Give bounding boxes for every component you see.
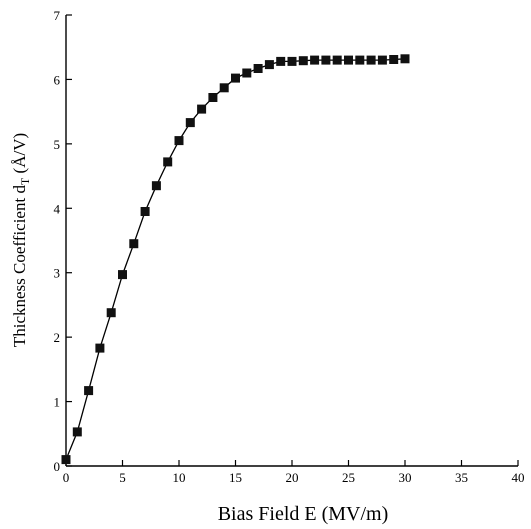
data-point-15 <box>231 73 240 83</box>
x-tick-label-4: 20 <box>286 470 299 485</box>
x-tick-label-2: 10 <box>173 470 186 485</box>
data-point-28 <box>377 55 387 65</box>
data-point-9 <box>163 157 173 167</box>
data-point-23 <box>321 55 331 65</box>
y-tick-label-5: 5 <box>54 137 61 152</box>
y-ticks: 0 1 2 3 4 5 6 7 <box>54 8 72 474</box>
x-ticks: 0 5 10 15 20 25 30 35 40 <box>63 460 525 485</box>
x-tick-label-3: 15 <box>229 470 242 485</box>
data-point-5 <box>118 270 127 280</box>
data-point-25 <box>344 55 353 65</box>
data-point-0 <box>61 455 71 465</box>
data-point-7 <box>140 207 150 216</box>
x-tick-label-7: 35 <box>455 470 468 485</box>
x-tick-label-8: 40 <box>512 470 525 485</box>
y-axis-title-subscript: T <box>18 177 32 185</box>
data-point-20 <box>287 56 297 66</box>
x-axis-title: Bias Field E (MV/m) <box>218 503 389 525</box>
data-point-17 <box>253 64 263 73</box>
data-point-1 <box>72 427 82 437</box>
y-tick-label-1: 1 <box>54 395 61 410</box>
y-tick-label-3: 3 <box>54 266 61 281</box>
data-point-22 <box>310 55 320 65</box>
y-tick-label-0: 0 <box>54 459 61 474</box>
data-point-3 <box>95 343 105 353</box>
y-tick-label-7: 7 <box>54 8 61 23</box>
x-tick-label-1: 5 <box>119 470 126 485</box>
data-point-24 <box>332 55 342 65</box>
data-point-26 <box>355 55 365 65</box>
series-layer <box>61 54 410 465</box>
y-tick-label-4: 4 <box>54 201 61 216</box>
data-point-10 <box>174 136 184 146</box>
data-point-18 <box>264 60 274 70</box>
x-tick-label-0: 0 <box>63 470 70 485</box>
data-point-16 <box>242 68 252 78</box>
data-point-27 <box>366 55 376 65</box>
series-line-0 <box>65 58 406 460</box>
y-axis-title: Thickness Coefficient dT (Å/V) <box>10 133 32 347</box>
data-point-19 <box>276 56 286 66</box>
x-tick-label-5: 25 <box>342 470 355 485</box>
data-point-14 <box>219 83 229 93</box>
x-tick-label-6: 30 <box>399 470 412 485</box>
data-point-4 <box>106 308 116 318</box>
data-point-8 <box>151 181 161 191</box>
data-point-30 <box>400 54 410 64</box>
y-tick-label-6: 6 <box>54 72 61 87</box>
data-point-29 <box>389 55 399 64</box>
y-tick-label-2: 2 <box>54 330 61 345</box>
data-point-21 <box>298 56 308 66</box>
y-axis-title-main: Thickness Coefficient d <box>10 185 29 348</box>
data-point-12 <box>197 104 207 114</box>
data-point-6 <box>129 239 139 249</box>
data-point-11 <box>185 118 195 128</box>
y-axis-title-unit: (Å/V) <box>10 133 29 178</box>
data-point-13 <box>208 93 218 102</box>
data-point-2 <box>84 386 94 396</box>
